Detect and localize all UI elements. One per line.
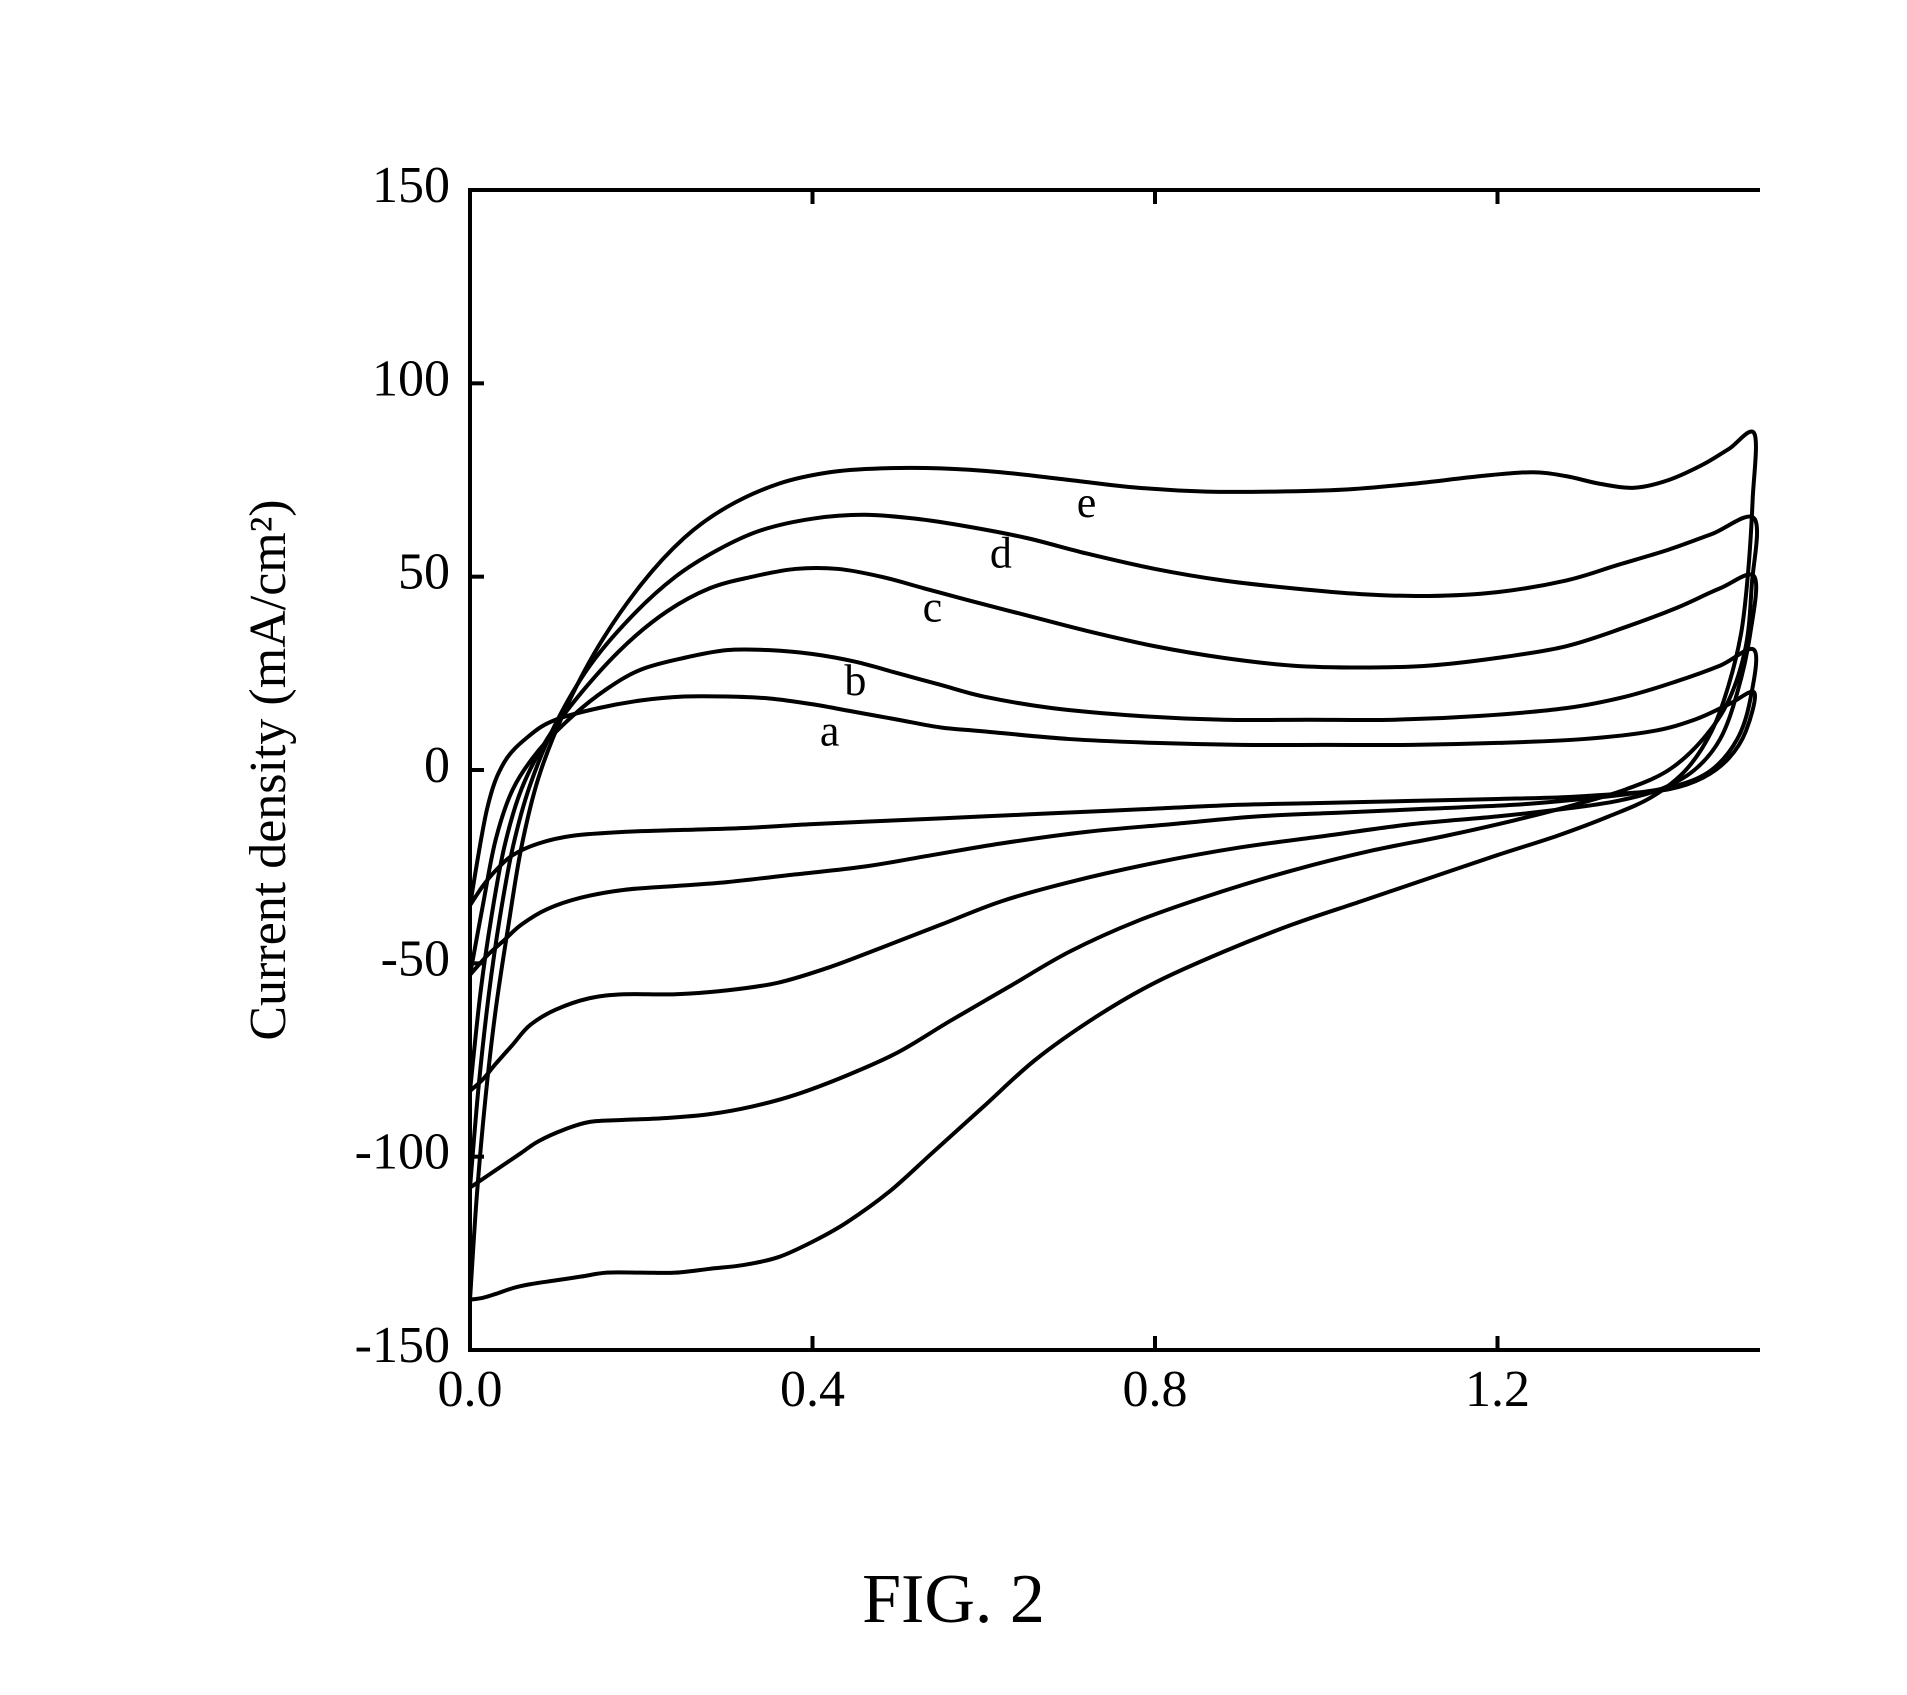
curve-label-b: b — [844, 656, 866, 705]
ytick-label: -50 — [381, 930, 450, 987]
xtick-label: 0.4 — [780, 1361, 845, 1418]
cv-chart: -150-100-500501001500.00.40.81.21.6Poten… — [140, 80, 1760, 1430]
figure-page: -150-100-500501001500.00.40.81.21.6Poten… — [0, 0, 1907, 1695]
curve-label-d: d — [990, 528, 1012, 577]
chart-container: -150-100-500501001500.00.40.81.21.6Poten… — [140, 80, 1760, 1430]
xtick-label: 0.0 — [438, 1361, 503, 1418]
ytick-label: -100 — [355, 1124, 450, 1181]
curve-label-e: e — [1077, 478, 1097, 527]
plot-box — [470, 190, 1760, 1350]
curve-label-c: c — [923, 583, 943, 632]
ytick-label: 0 — [424, 737, 450, 794]
xtick-label: 1.2 — [1465, 1361, 1530, 1418]
ytick-label: 150 — [372, 157, 450, 214]
ytick-label: -150 — [355, 1317, 450, 1374]
curve-label-a: a — [820, 706, 840, 755]
figure-caption: FIG. 2 — [0, 1560, 1907, 1640]
ytick-label: 100 — [372, 350, 450, 407]
ytick-label: 50 — [398, 544, 450, 601]
y-axis-title: Current density (mA/cm²) — [240, 499, 297, 1040]
xtick-label: 0.8 — [1123, 1361, 1188, 1418]
